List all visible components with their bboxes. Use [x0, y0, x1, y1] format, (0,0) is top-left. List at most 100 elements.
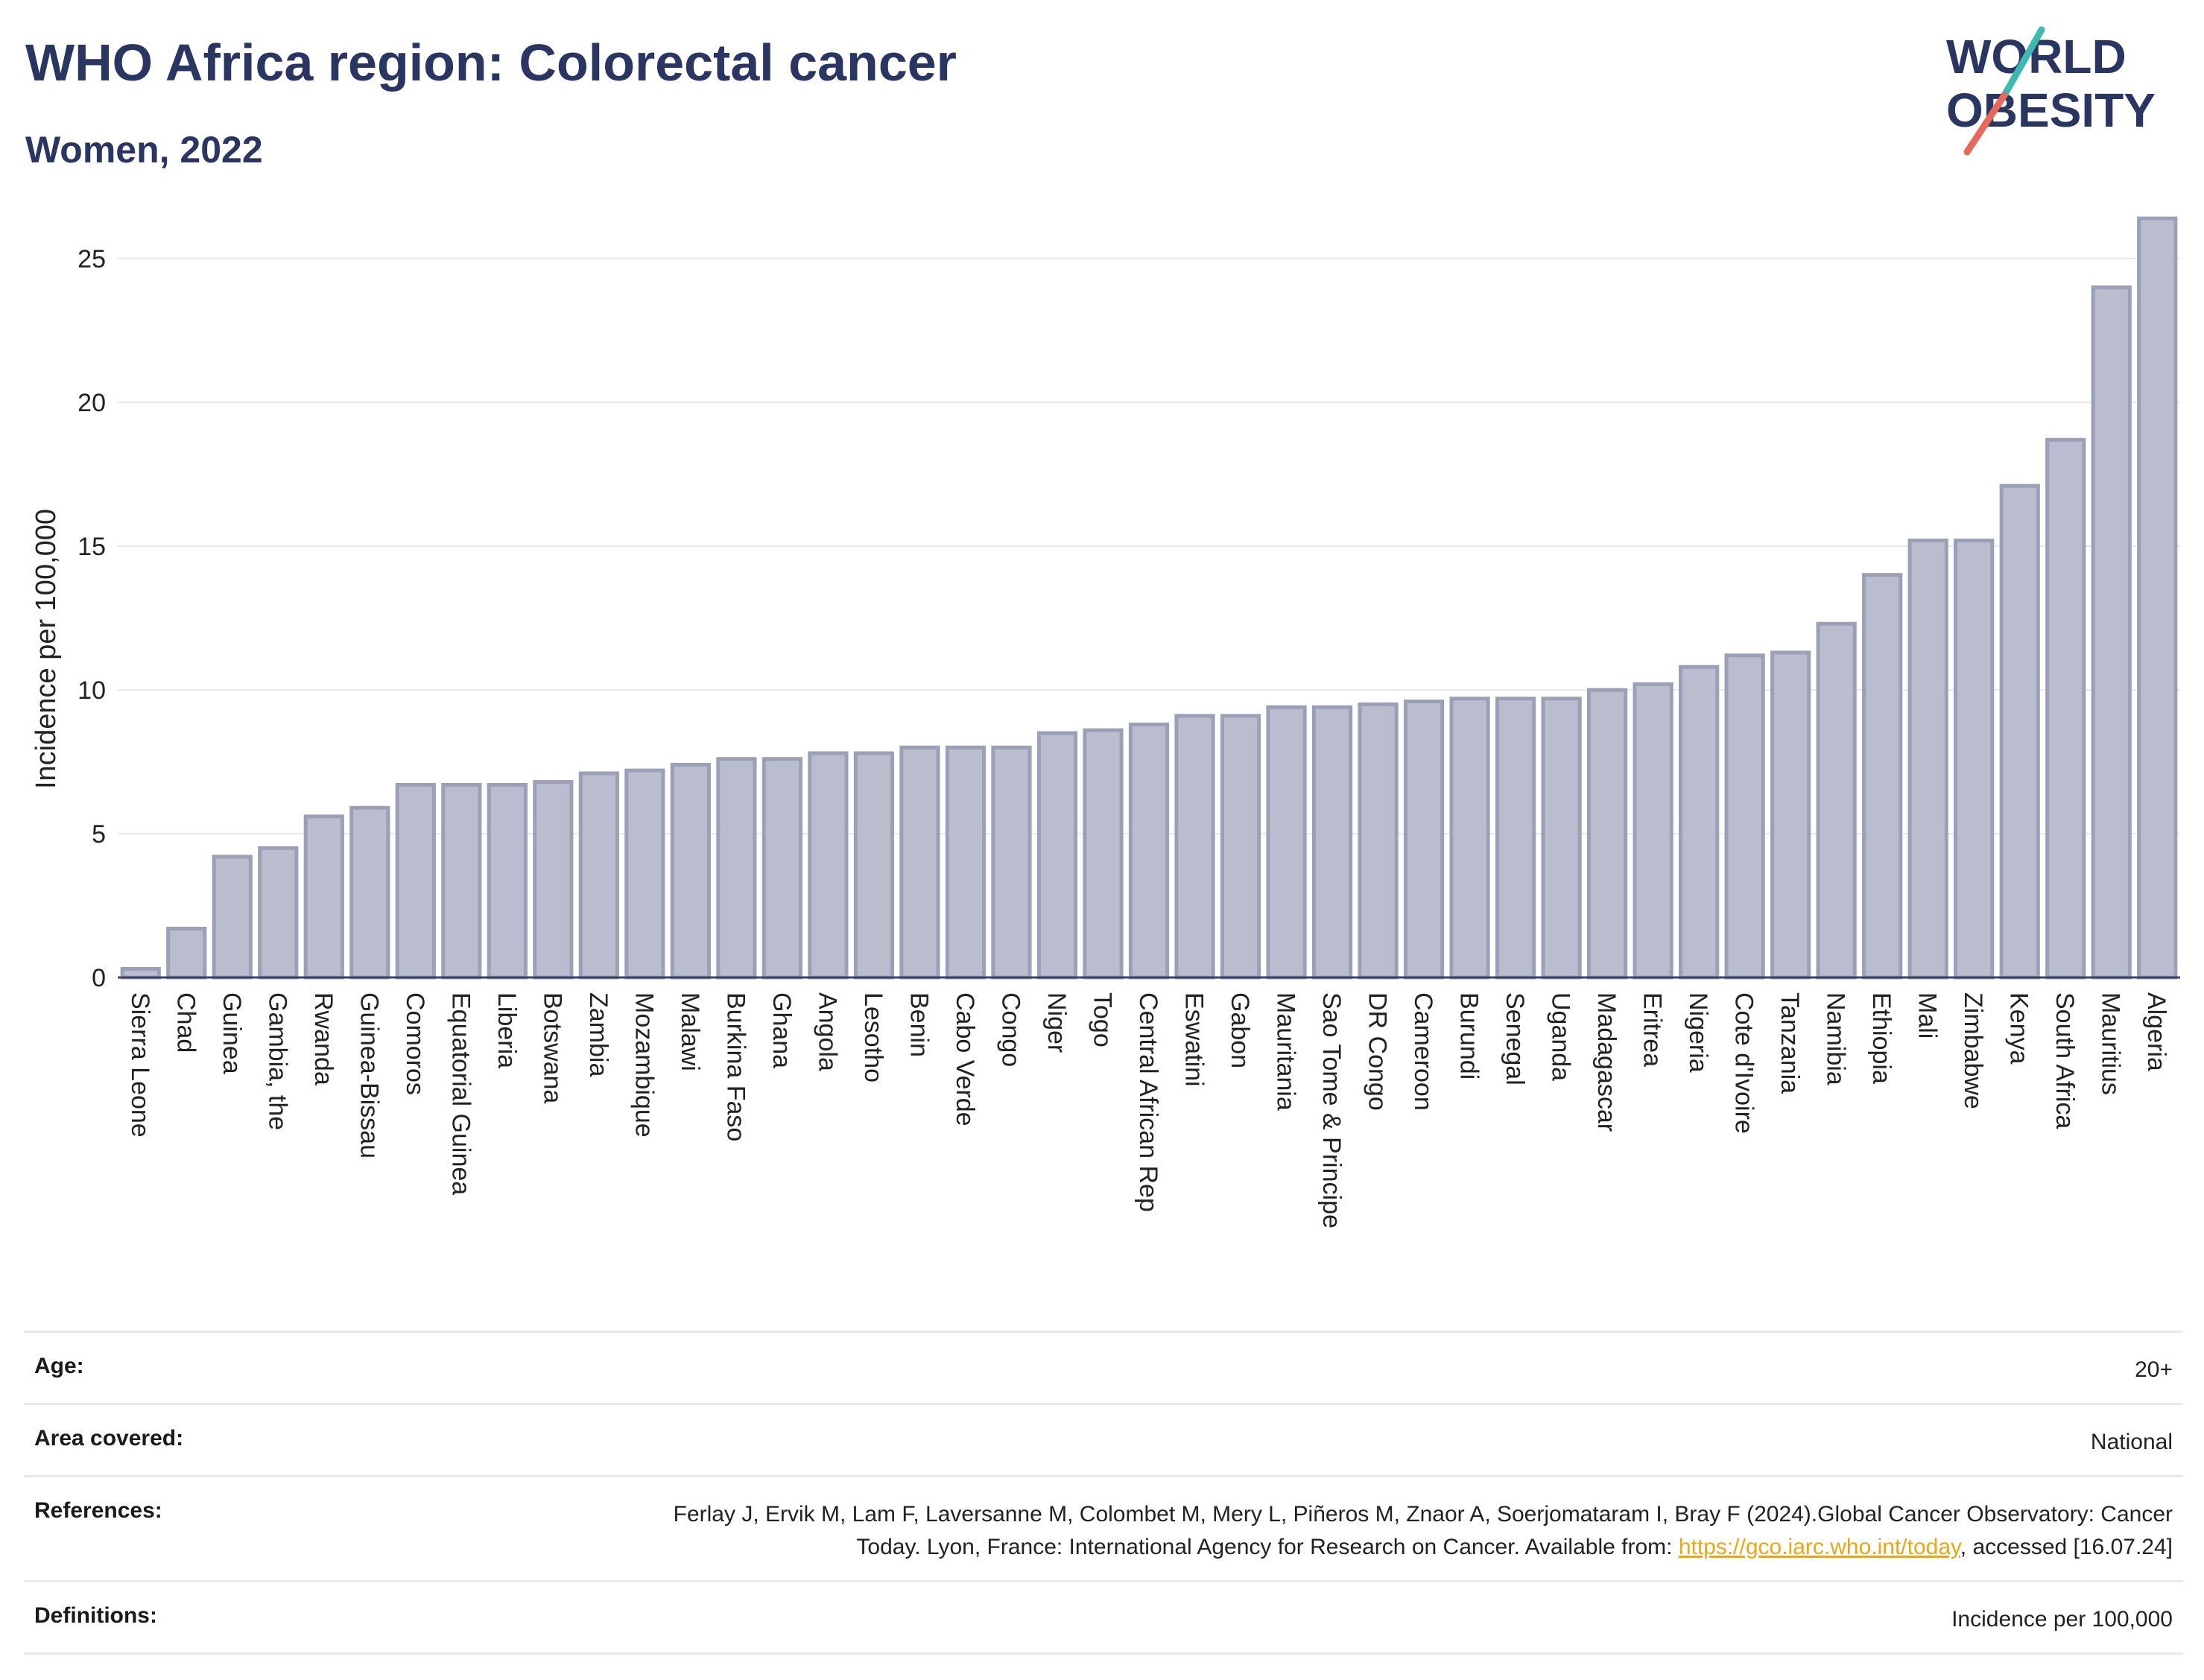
bar[interactable] — [1266, 705, 1307, 980]
reference-link[interactable]: https://gco.iarc.who.int/today — [1678, 1535, 1960, 1559]
bar[interactable] — [1999, 484, 2040, 980]
x-category-label: Kenya — [2005, 992, 2033, 1064]
info-value-area: National — [2090, 1430, 2173, 1454]
x-category-label: Namibia — [1822, 992, 1850, 1085]
bar[interactable] — [2091, 285, 2132, 980]
bar[interactable] — [487, 782, 528, 980]
y-tick-label: 20 — [77, 389, 106, 417]
x-category-label: Botswana — [538, 992, 566, 1103]
x-category-label: Burundi — [1455, 992, 1483, 1080]
bar[interactable] — [670, 762, 711, 980]
bar[interactable] — [945, 745, 987, 980]
x-category-label: Zimbabwe — [1959, 992, 1987, 1109]
x-category-label: Malawi — [676, 992, 704, 1071]
bar[interactable] — [899, 745, 940, 980]
bar[interactable] — [991, 745, 1032, 980]
x-category-label: Mauritania — [1272, 992, 1300, 1111]
bar[interactable] — [349, 805, 390, 980]
bar[interactable] — [1128, 722, 1170, 980]
x-category-label: Guinea — [218, 992, 246, 1074]
bar[interactable] — [2137, 216, 2178, 980]
info-label-definitions: Definitions: — [34, 1603, 157, 1628]
y-tick-label: 0 — [92, 964, 106, 992]
x-category-label: Congo — [996, 992, 1025, 1067]
y-axis-title: Incidence per 100,000 — [31, 509, 62, 789]
y-tick-label: 5 — [92, 820, 106, 849]
x-category-label: Burkina Faso — [721, 992, 750, 1141]
logo-slash-coral — [1963, 92, 2008, 156]
bar[interactable] — [212, 855, 253, 980]
x-category-label: Ethiopia — [1867, 992, 1896, 1084]
bar[interactable] — [303, 814, 344, 980]
bar[interactable] — [166, 926, 207, 980]
bar[interactable] — [1403, 700, 1445, 980]
bar[interactable] — [1587, 688, 1628, 980]
x-category-label: Sao Tome & Principe — [1317, 992, 1346, 1229]
x-category-label: Nigeria — [1684, 992, 1712, 1073]
info-row-age: Age: 20+ — [24, 1331, 2183, 1403]
x-category-label: Cabo Verde — [951, 992, 979, 1126]
x-category-label: Liberia — [493, 992, 521, 1068]
y-tick-label: 15 — [77, 533, 106, 561]
chart-subtitle: Women, 2022 — [25, 129, 263, 171]
x-category-label: Chad — [171, 992, 200, 1053]
x-category-label: Cameroon — [1409, 992, 1437, 1111]
bar[interactable] — [395, 782, 436, 980]
x-category-label: Mali — [1913, 992, 1942, 1039]
bar[interactable] — [1311, 705, 1353, 980]
bar[interactable] — [1862, 573, 1903, 980]
info-label-area: Area covered: — [34, 1426, 184, 1451]
x-category-label: Equatorial Guinea — [446, 992, 475, 1195]
bar[interactable] — [624, 768, 665, 980]
bar[interactable] — [1083, 728, 1124, 980]
bar[interactable] — [716, 757, 757, 980]
chart-title: WHO Africa region: Colorectal cancer — [25, 34, 957, 92]
bar[interactable] — [1633, 682, 1673, 980]
bar[interactable] — [1816, 621, 1857, 980]
bar[interactable] — [1358, 702, 1399, 980]
x-category-label: Angola — [813, 992, 841, 1071]
bar[interactable] — [578, 771, 619, 980]
y-tick-label: 10 — [77, 676, 106, 705]
bar[interactable] — [1541, 697, 1582, 980]
bar[interactable] — [761, 757, 803, 980]
bar[interactable] — [808, 751, 849, 980]
x-category-label: Ghana — [767, 992, 796, 1068]
bar[interactable] — [258, 846, 299, 980]
bar[interactable] — [2045, 437, 2086, 980]
bar[interactable] — [1174, 714, 1215, 980]
x-category-label: Togo — [1088, 992, 1116, 1047]
info-table: Age: 20+ Area covered: National Referenc… — [24, 1331, 2183, 1655]
bar[interactable] — [120, 966, 161, 980]
info-row-definitions: Definitions: Incidence per 100,000 — [24, 1580, 2183, 1655]
x-category-label: Eritrea — [1638, 992, 1667, 1067]
x-category-label: Niger — [1042, 992, 1071, 1053]
logo-slash-teal — [2001, 26, 2045, 99]
bar[interactable] — [1770, 650, 1811, 980]
x-category-label: Madagascar — [1592, 992, 1621, 1132]
x-category-label: Zambia — [584, 992, 612, 1077]
info-value-definitions: Incidence per 100,000 — [1951, 1607, 2173, 1632]
bar[interactable] — [1724, 653, 1765, 980]
x-category-label: Cote d'Ivoire — [1730, 992, 1758, 1134]
bar[interactable] — [1679, 665, 1720, 980]
x-category-label: Lesotho — [859, 992, 887, 1083]
y-tick-label: 25 — [77, 245, 106, 273]
reference-text: Ferlay J, Ervik M, Lam F, Laversanne M, … — [673, 1502, 2173, 1559]
bar[interactable] — [1220, 714, 1261, 980]
bar[interactable] — [1449, 697, 1490, 980]
x-category-label: Benin — [905, 992, 933, 1057]
bar[interactable] — [441, 782, 482, 980]
x-category-label: Tanzania — [1776, 992, 1804, 1094]
x-category-label: Gabon — [1226, 992, 1254, 1068]
bar[interactable] — [1954, 538, 1995, 980]
x-category-label: Algeria — [2142, 992, 2170, 1071]
bar-chart: 0 5 10 15 20 25 Sierra Leone Chad Guinea Gambia,… — [31, 216, 2180, 1229]
bar[interactable] — [1036, 731, 1078, 980]
bar[interactable] — [1907, 538, 1948, 980]
bar[interactable] — [853, 751, 895, 980]
x-category-label: DR Congo — [1364, 992, 1392, 1111]
bar[interactable] — [533, 780, 574, 980]
x-category-label: Sierra Leone — [126, 992, 154, 1138]
bar[interactable] — [1495, 697, 1536, 980]
